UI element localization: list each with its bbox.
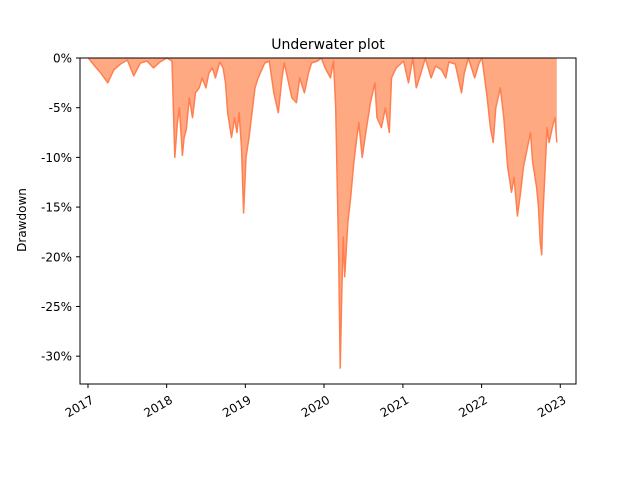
- y-axis-ticks: 0% -5% -10% -15% -20% -25% -30%: [41, 52, 80, 364]
- x-tick-label: 2023: [535, 393, 568, 420]
- x-tick-label: 2017: [63, 393, 96, 420]
- y-tick-label: -15%: [41, 201, 72, 215]
- y-tick-label: -30%: [41, 350, 72, 364]
- y-axis-label: Drawdown: [15, 188, 29, 252]
- chart-title: Underwater plot: [271, 37, 385, 53]
- axes-frame: [79, 57, 577, 385]
- y-tick-label: -20%: [41, 250, 72, 264]
- area-layer: [87, 57, 558, 369]
- plot-area: 0%-5%-10%-15%-20%-25%-30% 2017 2018 2019 20…: [41, 52, 577, 420]
- drawdown-line: [87, 57, 558, 369]
- y-tick-label: -25%: [41, 300, 72, 314]
- drawdown-area: [88, 58, 557, 369]
- x-tick-label: 2019: [220, 393, 253, 420]
- axes-border: [79, 57, 577, 385]
- x-tick-label: 2022: [456, 393, 489, 420]
- y-tick-label: -10%: [41, 151, 72, 165]
- y-tick-label: -5%: [49, 101, 72, 115]
- x-tick-label: 2018: [142, 393, 175, 420]
- x-tick-label: 2020: [299, 393, 332, 420]
- x-axis-ticks: 2017 2018 2019 2020 2021 2022 2023: [63, 384, 569, 420]
- y-tick-label: 0%: [53, 52, 72, 66]
- x-tick-label: 2021: [378, 393, 411, 420]
